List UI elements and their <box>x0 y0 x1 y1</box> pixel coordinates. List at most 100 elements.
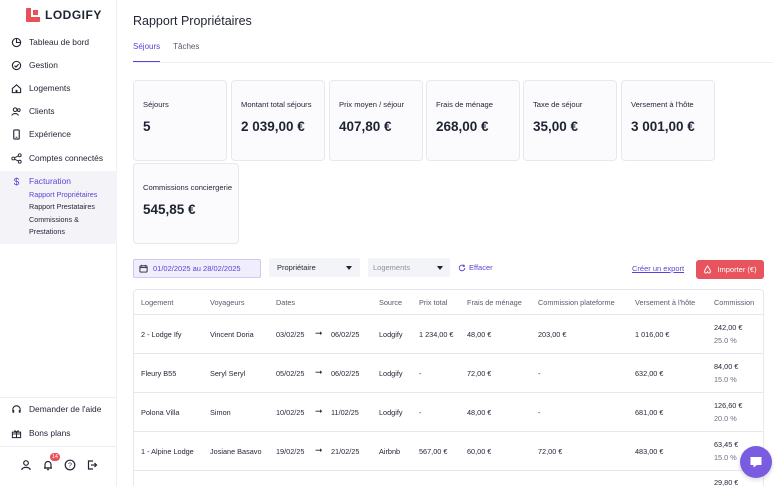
tabs-divider <box>133 62 773 63</box>
users-icon <box>11 106 22 117</box>
home-icon <box>11 83 22 94</box>
cell-commission: 242,00 € <box>714 323 743 332</box>
sidebar-subitem-owner-report[interactable]: Rapport Propriétaires <box>29 190 98 199</box>
divider <box>0 397 117 398</box>
table-header: Logement Voyageurs Dates Source Prix tot… <box>134 290 763 315</box>
sidebar-item-experience[interactable]: Expérience <box>0 123 117 145</box>
sidebar-item-label: Clients <box>29 106 55 116</box>
owner-select[interactable]: Propriétaire <box>269 258 360 277</box>
page-title: Rapport Propriétaires <box>133 14 252 28</box>
phone-icon <box>11 128 22 140</box>
column-header[interactable]: Logement <box>141 298 174 307</box>
sidebar-item-connected-accounts[interactable]: Comptes connectés <box>0 147 117 169</box>
cell-traveler: Seryl Seryl <box>210 369 246 378</box>
cell-total-price: - <box>419 369 422 378</box>
gift-icon <box>11 428 22 439</box>
date-range-value: 01/02/2025 au 28/02/2025 <box>153 264 241 273</box>
help-circle-icon[interactable]: ? <box>64 458 76 471</box>
sidebar-item-clients[interactable]: Clients <box>0 100 117 122</box>
sidebar: LODGIFY Tableau de bord Gestion Logement… <box>0 0 117 486</box>
table-row[interactable]: 29,80 € <box>134 471 763 486</box>
table-row[interactable]: Polona Villa Simon 10/02/25 ➞ 11/02/25 L… <box>134 393 763 432</box>
column-header[interactable]: Source <box>379 298 403 307</box>
column-header[interactable]: Commission plateforme <box>538 298 615 307</box>
stat-label: Montant total séjours <box>241 100 312 109</box>
cell-commission: 84,00 € <box>714 362 739 371</box>
stat-value: 2 039,00 € <box>241 119 305 134</box>
tab-stays[interactable]: Séjours <box>133 42 161 63</box>
table-row[interactable]: 2 - Lodge Ify Vincent Doria 03/02/25 ➞ 0… <box>134 315 763 354</box>
sidebar-footer-actions: 14 ? <box>20 453 98 471</box>
cell-total-price: - <box>419 408 422 417</box>
stat-value: 545,85 € <box>143 202 196 217</box>
sidebar-subitem-services[interactable]: Prestations <box>29 227 65 236</box>
divider <box>0 446 117 447</box>
stat-card-average-price: Prix moyen / séjour 407,80 € <box>329 80 423 161</box>
lodging-select-placeholder: Logements <box>373 263 411 272</box>
column-header[interactable]: Voyageurs <box>210 298 245 307</box>
chat-button[interactable] <box>740 446 772 478</box>
sidebar-item-billing[interactable]: $ Facturation <box>0 170 117 192</box>
help-link[interactable]: Demander de l'aide <box>0 398 117 420</box>
cell-host-payout: 681,00 € <box>635 408 664 417</box>
column-header[interactable]: Commission <box>714 298 755 307</box>
chevron-down-icon <box>346 265 352 270</box>
chat-bubble-icon <box>750 457 762 468</box>
stat-card-concierge-commissions: Commissions conciergerie 545,85 € <box>133 163 239 244</box>
tab-tasks[interactable]: Tâches <box>173 42 200 51</box>
cell-cleaning-fee: 48,00 € <box>467 330 492 339</box>
cell-commission: 63,45 € <box>714 440 739 449</box>
bell-icon[interactable]: 14 <box>42 453 60 471</box>
cell-lodging: 2 - Lodge Ify <box>141 330 182 339</box>
dashboard-icon <box>11 37 22 48</box>
clear-filters-button[interactable]: Effacer <box>458 263 493 272</box>
sidebar-item-label: Gestion <box>29 60 58 70</box>
sidebar-item-label: Tableau de bord <box>29 37 90 47</box>
column-header[interactable]: Dates <box>276 298 296 307</box>
cell-host-payout: 483,00 € <box>635 447 664 456</box>
brand-logo[interactable]: LODGIFY <box>26 8 102 22</box>
cell-source: Lodgify <box>379 369 403 378</box>
user-icon[interactable] <box>20 458 32 471</box>
cell-platform-commission: 72,00 € <box>538 447 563 456</box>
column-header[interactable]: Frais de ménage <box>467 298 522 307</box>
sidebar-item-lodgings[interactable]: Logements <box>0 77 117 99</box>
deals-link[interactable]: Bons plans <box>0 422 117 444</box>
cell-lodging: Fleury B55 <box>141 369 177 378</box>
column-header[interactable]: Prix total <box>419 298 448 307</box>
lodging-select[interactable]: Logements <box>368 258 450 277</box>
stat-card-stays: Séjours 5 <box>133 80 227 161</box>
chevron-down-icon <box>437 265 443 270</box>
column-header[interactable]: Versement à l'hôte <box>635 298 696 307</box>
cell-host-payout: 1 016,00 € <box>635 330 670 339</box>
cell-date-from: 10/02/25 <box>276 408 305 417</box>
sidebar-item-dashboard[interactable]: Tableau de bord <box>0 31 117 53</box>
cell-commission-percent: 15.0 % <box>714 375 737 384</box>
arrow-right-icon: ➞ <box>315 406 323 416</box>
cell-total-price: 1 234,00 € <box>419 330 454 339</box>
sidebar-subitem-provider-report[interactable]: Rapport Prestataires <box>29 202 95 211</box>
cell-source: Airbnb <box>379 447 401 456</box>
create-export-link[interactable]: Créer un export <box>632 264 685 273</box>
cell-date-from: 05/02/25 <box>276 369 305 378</box>
stays-table: Logement Voyageurs Dates Source Prix tot… <box>133 289 764 486</box>
table-row[interactable]: 1 - Alpine Lodge Josiane Basavo 19/02/25… <box>134 432 763 471</box>
check-circle-icon <box>11 60 22 71</box>
sidebar-item-management[interactable]: Gestion <box>0 54 117 76</box>
headset-icon <box>11 404 22 415</box>
stat-card-host-payout: Versement à l'hôte 3 001,00 € <box>621 80 715 161</box>
cell-traveler: Josiane Basavo <box>210 447 262 456</box>
dollar-icon: $ <box>11 176 22 187</box>
main-content: Rapport Propriétaires Séjours Tâches Séj… <box>117 0 780 486</box>
cell-lodging: 1 - Alpine Lodge <box>141 447 194 456</box>
import-button[interactable]: Importer (€) <box>696 260 764 279</box>
stat-label: Taxe de séjour <box>533 100 583 109</box>
logout-icon[interactable] <box>86 458 98 470</box>
date-range-picker[interactable]: 01/02/2025 au 28/02/2025 <box>133 259 261 278</box>
table-row[interactable]: Fleury B55 Seryl Seryl 05/02/25 ➞ 06/02/… <box>134 354 763 393</box>
sidebar-subitem-commissions[interactable]: Commissions & <box>29 215 79 224</box>
stat-value: 268,00 € <box>436 119 489 134</box>
cell-lodging: Polona Villa <box>141 408 180 417</box>
cell-cleaning-fee: 72,00 € <box>467 369 492 378</box>
cell-traveler: Vincent Doria <box>210 330 254 339</box>
